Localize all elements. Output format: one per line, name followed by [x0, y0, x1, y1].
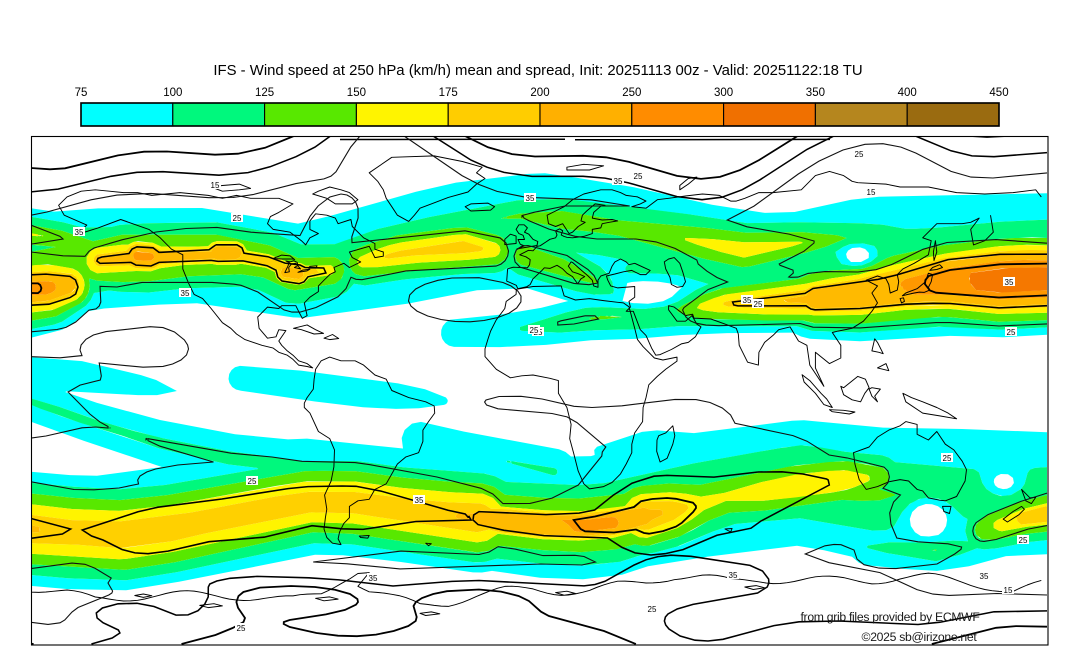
svg-text:100: 100 [163, 87, 182, 99]
svg-text:35: 35 [614, 177, 623, 186]
svg-text:250: 250 [622, 87, 641, 99]
svg-text:35: 35 [729, 571, 738, 580]
svg-text:35: 35 [181, 289, 190, 298]
svg-text:25: 25 [648, 605, 657, 614]
svg-text:IFS - Wind speed at 250 hPa (k: IFS - Wind speed at 250 hPa (km/h) mean … [213, 63, 862, 79]
svg-text:25: 25 [943, 454, 952, 463]
svg-text:300: 300 [714, 87, 733, 99]
svg-text:175: 175 [439, 87, 458, 99]
svg-text:©2025 sb@irizone.net: ©2025 sb@irizone.net [862, 630, 978, 644]
svg-text:450: 450 [989, 87, 1008, 99]
svg-text:25: 25 [530, 326, 539, 335]
svg-text:25: 25 [1019, 536, 1028, 545]
svg-text:35: 35 [75, 228, 84, 237]
svg-text:350: 350 [806, 87, 825, 99]
svg-text:25: 25 [248, 477, 257, 486]
svg-text:200: 200 [530, 87, 549, 99]
svg-text:from grib files provided by EC: from grib files provided by ECMWF [800, 610, 979, 624]
svg-text:150: 150 [347, 87, 366, 99]
svg-text:15: 15 [211, 181, 220, 190]
svg-text:25: 25 [233, 214, 242, 223]
svg-text:125: 125 [255, 87, 274, 99]
svg-text:25: 25 [634, 172, 643, 181]
svg-text:35: 35 [369, 574, 378, 583]
svg-text:25: 25 [1007, 328, 1016, 337]
svg-text:35: 35 [415, 496, 424, 505]
svg-text:35: 35 [1005, 278, 1014, 287]
svg-text:25: 25 [855, 150, 864, 159]
svg-text:25: 25 [237, 624, 246, 633]
svg-text:35: 35 [743, 296, 752, 305]
svg-text:75: 75 [75, 87, 88, 99]
svg-text:35: 35 [980, 572, 989, 581]
svg-text:35: 35 [526, 194, 535, 203]
svg-text:15: 15 [867, 188, 876, 197]
svg-text:15: 15 [1004, 586, 1013, 595]
svg-text:25: 25 [754, 300, 763, 309]
svg-text:400: 400 [898, 87, 917, 99]
